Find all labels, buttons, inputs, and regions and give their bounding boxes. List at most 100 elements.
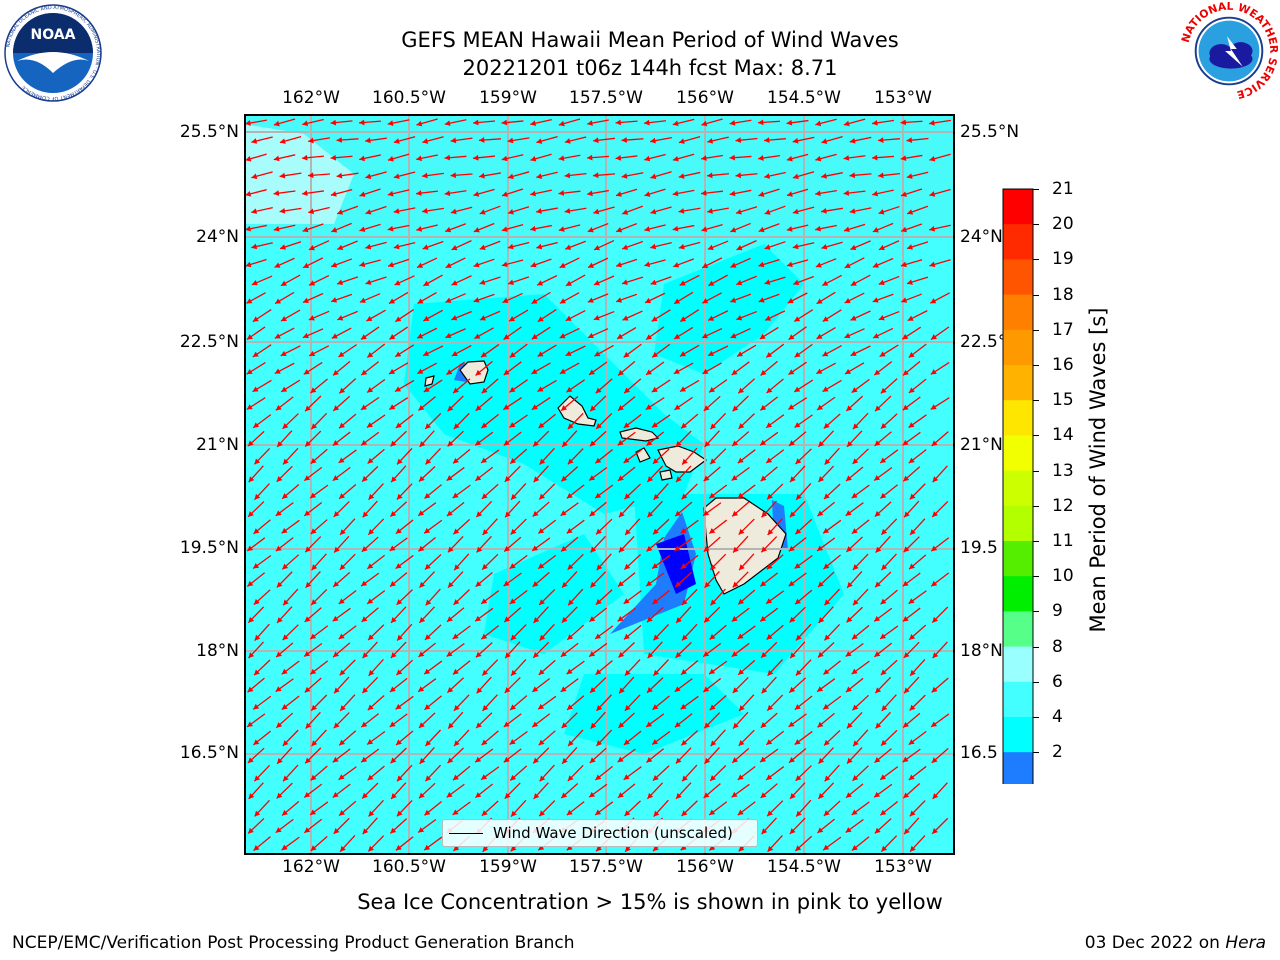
wave-direction-arrowhead — [280, 315, 287, 322]
ocean-band-north — [244, 114, 955, 238]
wave-direction-arrowhead — [562, 757, 568, 764]
wave-direction-arrowhead — [532, 510, 539, 517]
wave-direction-arrowhead — [305, 405, 311, 412]
colorbar — [1002, 188, 1034, 784]
wave-direction-arrowhead — [565, 244, 572, 250]
wave-direction-arrowhead — [310, 387, 317, 393]
wave-direction-arrowhead — [729, 120, 736, 126]
wave-direction-arrowhead — [681, 422, 687, 429]
wave-direction-arrowhead — [451, 350, 458, 357]
wave-direction-arrowhead — [531, 404, 538, 410]
lat-label-left: 16.5°N — [179, 743, 239, 763]
wave-direction-arrowhead — [617, 792, 624, 798]
wave-direction-arrowhead — [701, 226, 708, 232]
wave-direction-arrowhead — [389, 368, 396, 374]
wave-direction-arrowhead — [929, 261, 936, 268]
wave-direction-arrowhead — [416, 226, 423, 232]
wave-direction-arrowhead — [389, 545, 396, 551]
wave-direction-arrowhead — [737, 351, 744, 357]
wave-direction-arrowhead — [931, 580, 938, 587]
wave-direction-arrowhead — [331, 227, 338, 233]
wave-direction-arrowhead — [824, 634, 831, 641]
wave-direction-arrowhead — [304, 510, 311, 516]
wave-direction-arrowhead — [538, 844, 545, 851]
wave-direction-arrowhead — [387, 225, 394, 232]
graticule — [244, 114, 955, 855]
wave-direction-arrowhead — [510, 634, 517, 641]
wave-direction-arrowhead — [789, 757, 795, 763]
wave-direction-arrowhead — [738, 423, 745, 429]
wave-direction-arrowhead — [452, 809, 459, 815]
chart-title: GEFS MEAN Hawaii Mean Period of Wind Wav… — [401, 28, 899, 52]
wave-direction-arrowhead — [479, 209, 486, 215]
wave-direction-arrowhead — [367, 704, 374, 711]
lat-label-right: 16.5 — [960, 743, 998, 763]
wave-direction-arrowhead — [646, 616, 653, 623]
wave-direction-arrowhead — [367, 774, 374, 781]
wave-direction-arrowhead — [482, 705, 489, 711]
colorbar-tick-label: 6 — [1052, 671, 1063, 692]
wave-direction-arrowhead — [710, 423, 717, 430]
wave-direction-arrowhead — [559, 333, 566, 339]
wave-direction-arrowhead — [337, 209, 344, 215]
wave-direction-arrowhead — [503, 756, 510, 763]
wave-direction-arrowhead — [845, 686, 852, 693]
wave-direction-arrowhead — [395, 563, 402, 569]
wave-direction-arrowhead — [339, 387, 346, 394]
wave-direction-arrowhead — [254, 669, 260, 676]
colorbar-segment — [1003, 329, 1033, 366]
wave-direction-arrowhead — [850, 280, 857, 286]
wave-direction-arrowhead — [845, 475, 852, 481]
wave-direction-arrowhead — [702, 332, 709, 339]
wave-direction-arrowhead — [539, 634, 546, 641]
wave-direction-arrowhead — [473, 154, 479, 161]
colorbar-tick-mark — [1033, 259, 1039, 261]
wave-direction-arrowhead — [502, 191, 508, 197]
wave-direction-arrowhead — [503, 334, 510, 340]
wave-direction-arrowhead — [536, 138, 543, 144]
wave-direction-arrowhead — [275, 686, 282, 692]
wave-direction-arrowhead — [419, 757, 426, 764]
wave-direction-arrowhead — [332, 475, 339, 481]
wave-direction-arrowhead — [789, 440, 795, 446]
wave-direction-arrowhead — [818, 476, 825, 482]
wave-direction-arrowhead — [652, 563, 659, 569]
wave-direction-arrowhead — [451, 315, 458, 321]
wave-direction-arrowhead — [593, 208, 600, 215]
wave-direction-arrowhead — [538, 669, 545, 675]
wave-direction-arrowhead — [447, 405, 454, 412]
wave-direction-arrowhead — [419, 616, 426, 623]
wave-direction-arrowhead — [646, 580, 653, 587]
wave-direction-arrowhead — [361, 546, 368, 552]
wave-direction-arrowhead — [424, 668, 431, 675]
wave-direction-arrowhead — [475, 615, 482, 622]
lat-label-right: 21°N — [960, 435, 1003, 455]
noaa-logo: NOAA NATIONAL OCEANIC AND ATMOSPHERIC AD… — [4, 4, 102, 102]
wave-direction-arrowhead — [874, 827, 881, 834]
wave-direction-arrowhead — [482, 563, 488, 570]
wave-direction-arrowhead — [680, 563, 687, 569]
wave-direction-arrowhead — [851, 387, 858, 393]
wave-direction-arrowhead — [245, 261, 252, 268]
wave-direction-arrowhead — [422, 138, 429, 144]
wave-direction-arrowhead — [853, 740, 859, 747]
wave-direction-arrowhead — [672, 120, 679, 127]
wave-direction-arrowhead — [843, 226, 850, 233]
wave-direction-arrowhead — [537, 386, 544, 392]
wave-direction-arrowhead — [245, 191, 252, 197]
wave-direction-arrowhead — [730, 262, 737, 268]
wave-direction-arrowhead — [796, 810, 802, 817]
wave-direction-arrowhead — [281, 844, 288, 851]
wave-direction-arrowhead — [816, 368, 823, 374]
wave-direction-arrowhead — [789, 511, 796, 518]
wave-direction-arrowhead — [360, 334, 367, 340]
wave-direction-arrowhead — [738, 598, 745, 605]
wave-direction-arrowhead — [338, 633, 345, 640]
wave-direction-arrowhead — [589, 510, 596, 517]
wave-direction-arrowhead — [730, 297, 737, 303]
wave-direction-arrowhead — [710, 740, 717, 747]
wave-direction-arrowhead — [367, 352, 374, 358]
wave-direction-arrowhead — [680, 703, 687, 710]
wave-direction-arrowhead — [366, 422, 373, 428]
colorbar-segment — [1003, 717, 1033, 753]
